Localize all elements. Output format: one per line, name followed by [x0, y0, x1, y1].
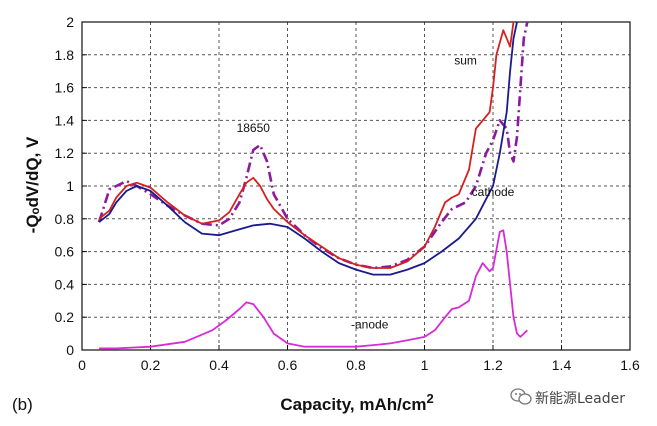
- y-axis-label: -QₒdV/dQ, V: [23, 136, 42, 233]
- watermark: 新能源Leader: [510, 388, 625, 407]
- wechat-icon: [510, 388, 532, 405]
- x-tick-label: 0.2: [141, 357, 161, 373]
- x-tick-label: 0: [78, 357, 86, 373]
- y-tick-label: 1.8: [55, 47, 75, 63]
- x-axis-label: Capacity, mAh/cm2: [280, 391, 433, 414]
- series-group: [97, 22, 529, 350]
- y-tick-label: 2: [66, 14, 74, 30]
- annotation-label: 18650: [237, 121, 271, 135]
- x-tick-label: 0.8: [346, 357, 366, 373]
- annotation-label: -anode: [351, 318, 389, 332]
- y-tick-label: 0.6: [55, 244, 75, 260]
- x-tick-label: 1.6: [620, 357, 640, 373]
- x-tick-label: 1: [421, 357, 429, 373]
- y-tick-label: 1.4: [55, 112, 75, 128]
- x-tick-label: 1.4: [552, 357, 572, 373]
- y-tick-label: 1.2: [55, 145, 75, 161]
- x-tick-label: 0.6: [278, 357, 298, 373]
- y-tick-label: 0.2: [55, 309, 75, 325]
- x-axis-label-superscript: 2: [426, 391, 433, 406]
- series-line-sum: [98, 22, 515, 269]
- y-tick-label: 0.8: [55, 211, 75, 227]
- annotations: 18650 sum cathode -anode: [237, 54, 515, 332]
- x-tick-label: 0.4: [209, 357, 229, 373]
- series-line-anode: [99, 229, 528, 350]
- y-tick-label: 0.4: [55, 276, 75, 292]
- y-tick-label: 1.6: [55, 80, 75, 96]
- panel-label: (b): [12, 395, 33, 414]
- tick-labels: 0 0.2 0.4 0.6 0.8 1 1.2 1.4 1.6 0 0.2 0.4 0.6 0.8 1 1.2…: [55, 14, 640, 373]
- watermark-text: 新能源Leader: [535, 391, 625, 407]
- annotation-label: sum: [454, 54, 477, 68]
- series-line-cathode: [98, 22, 518, 276]
- grid: [82, 22, 630, 350]
- x-axis-label-text: Capacity, mAh/cm: [280, 395, 426, 414]
- x-tick-label: 1.2: [483, 357, 503, 373]
- y-tick-label: 1: [66, 178, 74, 194]
- annotation-label: cathode: [472, 185, 515, 199]
- y-tick-label: 0: [66, 342, 74, 358]
